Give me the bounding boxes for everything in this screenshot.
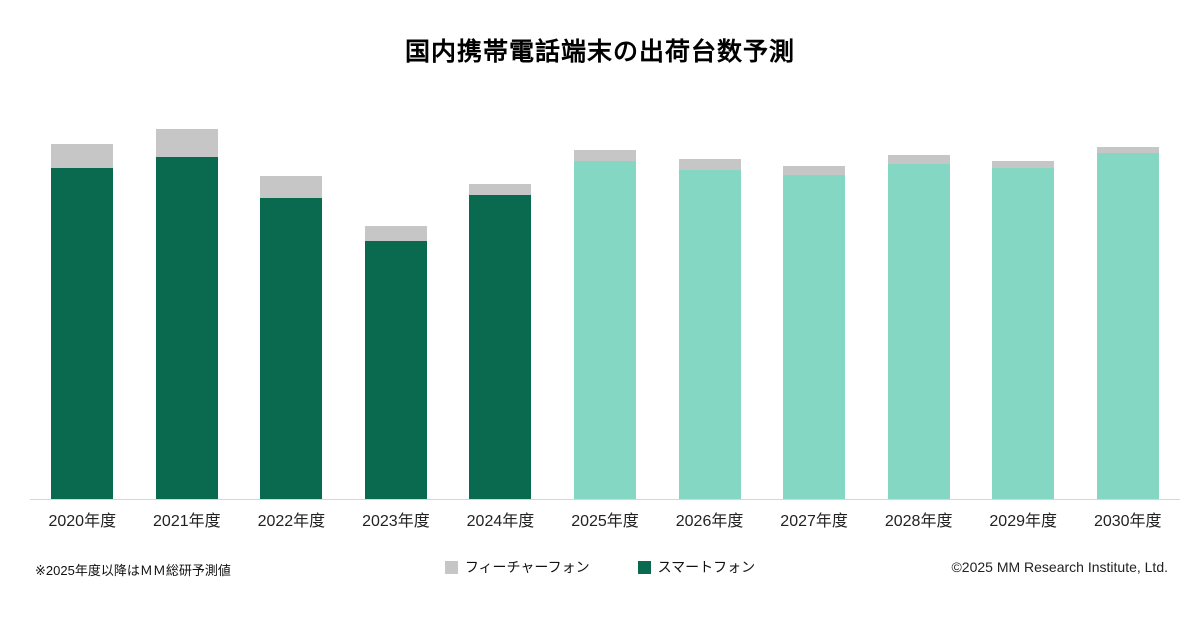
bar-column: [135, 100, 240, 499]
bar-segment-smartphone: [469, 195, 532, 499]
bar-stack: [678, 159, 741, 499]
bar-stack: [574, 150, 636, 499]
bar-segment-featurephone: [155, 129, 218, 157]
chart-title: 国内携帯電話端末の出荷台数予測: [404, 38, 795, 66]
x-tick-label: 2025年度: [571, 513, 639, 530]
bar-stack: [469, 184, 532, 499]
x-tick-label: 2022年度: [257, 513, 326, 530]
bar-column: [553, 100, 658, 499]
bar-segment-smartphone: [155, 157, 218, 499]
plot-area: [30, 100, 1180, 500]
legend-swatch-icon: [444, 560, 458, 574]
x-tick-label: 2029年度: [989, 513, 1057, 530]
bar-segment-featurephone: [992, 161, 1055, 168]
bar-column: [30, 100, 135, 499]
legend-item: フィーチャーフォン: [444, 557, 590, 577]
bar-segment-smartphone: [992, 168, 1055, 499]
bar-segment-featurephone: [51, 144, 114, 168]
bar-segment-featurephone: [1096, 147, 1159, 153]
bar-stack: [51, 144, 114, 499]
bar-segment-featurephone: [364, 226, 427, 241]
bar-stack: [364, 226, 427, 499]
legend: フィーチャーフォン スマートフォン: [0, 557, 1200, 577]
x-tick-label: 2021年度: [153, 513, 221, 530]
bar-segment-featurephone: [260, 176, 323, 198]
bar-segment-featurephone: [887, 155, 950, 164]
bar-segment-smartphone: [678, 170, 741, 499]
x-tick-label: 2024年度: [466, 513, 535, 530]
x-tick-label: 2023年度: [362, 513, 430, 530]
x-tick-label: 2020年度: [48, 513, 117, 530]
x-axis: 2020年度 2021年度 2022年度 2023年度 2024年度 2025年度 2026…: [30, 505, 1180, 533]
forecast-note: ※2025年度以降はＭＭ総研予測値: [35, 563, 231, 578]
copyright-text: ©2025 MM Research Institute, Ltd.: [951, 559, 1168, 575]
bar-column: [762, 100, 867, 499]
bar-column: [657, 100, 762, 499]
chart-footer: ※2025年度以降はＭＭ総研予測値 フィーチャーフォン スマートフォン ©2025…: [0, 552, 1200, 582]
legend-item: スマートフォン: [637, 557, 756, 577]
bar-segment-smartphone: [364, 241, 427, 499]
legend-label: フィーチャーフォン: [464, 559, 590, 575]
x-tick-label: 2026年度: [675, 513, 744, 530]
bar-segment-smartphone: [574, 161, 636, 499]
bar-stack: [260, 176, 323, 499]
legend-swatch-icon: [637, 560, 651, 574]
bar-segment-smartphone: [1096, 153, 1159, 499]
bar-column: [971, 100, 1076, 499]
bar-stack: [783, 166, 846, 499]
x-tick-label: 2030年度: [1093, 513, 1162, 530]
bar-segment-featurephone: [783, 166, 846, 175]
bar-column: [1075, 100, 1180, 499]
x-tick-label: 2027年度: [780, 513, 848, 530]
bar-segment-smartphone: [260, 198, 323, 499]
bar-column: [448, 100, 553, 499]
bar-segment-featurephone: [678, 159, 741, 170]
legend-label: スマートフォン: [657, 559, 756, 575]
bar-column: [866, 100, 971, 499]
bar-column: [239, 100, 344, 499]
bar-segment-smartphone: [887, 164, 950, 499]
bar-segment-smartphone: [783, 175, 846, 499]
bar-stack: [887, 155, 950, 499]
bar-stack: [155, 129, 218, 499]
bar-segment-featurephone: [574, 150, 636, 161]
bar-stack: [1096, 147, 1159, 499]
bar-stack: [992, 161, 1055, 499]
bar-column: [344, 100, 449, 499]
bar-segment-smartphone: [51, 168, 114, 499]
bar-segment-featurephone: [469, 184, 532, 195]
x-tick-label: 2028年度: [884, 513, 953, 530]
